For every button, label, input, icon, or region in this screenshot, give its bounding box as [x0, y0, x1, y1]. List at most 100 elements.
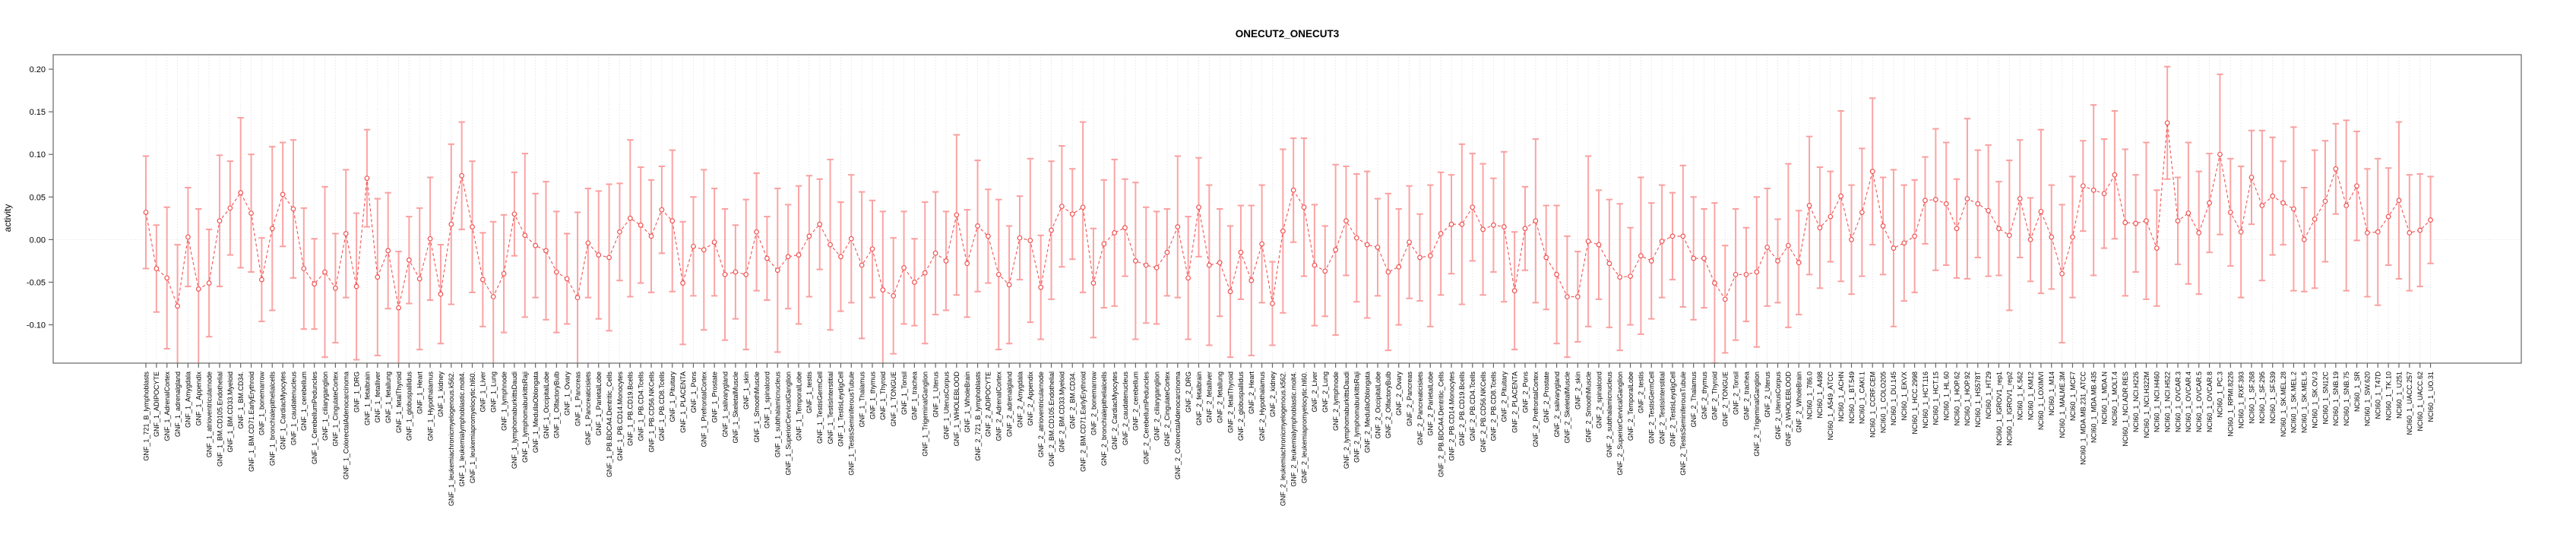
- x-tick-label: GNF_1_AdrenalCortex: [163, 372, 171, 441]
- data-point: [1923, 198, 1928, 204]
- x-tick-label: GNF_2_SmoothMuscle: [1584, 372, 1592, 443]
- data-point: [848, 236, 854, 242]
- x-tick-label: GNF_1_leukemialymphoblastic.molt4.: [458, 372, 466, 487]
- data-point: [1206, 262, 1212, 268]
- data-point: [2312, 217, 2318, 222]
- x-tick-label: GNF_2_BM.CD105.Endothelial: [1048, 372, 1055, 466]
- x-tick-label: GNF_1_globuspallidus: [406, 372, 413, 441]
- x-tick-label: GNF_1_PB.BDCA4.Dentritic_Cells: [606, 372, 613, 478]
- x-tick-label: NCI60_1_COLO205: [1879, 372, 1887, 433]
- x-axis: GNF_1_721_B_lymphoblasts GNF_1_ADIPOCYTE G…: [142, 363, 2435, 506]
- y-tick-label: 0.10: [30, 150, 46, 160]
- x-tick-label: GNF_1_Hypothalamus: [426, 372, 434, 441]
- data-point: [1459, 221, 1465, 227]
- data-point: [901, 264, 907, 270]
- x-tick-label: GNF_2_Heart: [1248, 372, 1255, 415]
- x-tick-label: GNF_1_thymus: [869, 372, 876, 420]
- x-tick-label: NCI60_1_SK.MEL.5: [2301, 372, 2309, 433]
- x-tick-label: GNF_2_TrigeminalGanglion: [1753, 372, 1761, 457]
- x-tick-label: GNF_1_lymphomaburkittsDaudi: [511, 372, 518, 469]
- x-tick-label: NCI60_1_IGROV1_rep2: [2006, 372, 2014, 446]
- x-tick-label: GNF_2_caudatenucleus: [1122, 372, 1129, 446]
- x-tick-label: NCI60_1_HL.60: [1943, 372, 1951, 421]
- x-tick-label: GNF_2_kidney: [1269, 372, 1277, 418]
- x-tick-label: GNF_2_OlfactoryBulb: [1385, 372, 1392, 438]
- x-tick-label: GNF_2_CardiacMyocytes: [1111, 372, 1119, 451]
- data-point: [1227, 289, 1233, 295]
- x-tick-label: GNF_1_trachea: [911, 372, 919, 420]
- data-point: [2396, 198, 2402, 204]
- data-point: [2070, 234, 2075, 240]
- x-tick-label: GNF_2_BM.CD33.Myeloid: [1059, 372, 1066, 453]
- data-point: [375, 274, 381, 280]
- x-tick-label: GNF_2_Tonsil: [1732, 372, 1739, 415]
- data-point: [470, 224, 475, 229]
- data-point: [1733, 271, 1739, 277]
- data-point: [1312, 262, 1318, 268]
- data-point: [206, 280, 212, 286]
- data-point: [364, 175, 370, 182]
- x-tick-label: GNF_1_BM.CD71.EarlyErythroid: [248, 372, 255, 472]
- data-point: [1932, 197, 1938, 203]
- data-point: [943, 258, 949, 264]
- data-point: [585, 240, 591, 246]
- x-tick-label: GNF_1_WHOLEBLOOD: [953, 372, 960, 447]
- data-point: [1470, 204, 1476, 210]
- x-tick-label: NCI60_1_SK.MEL.2: [2290, 372, 2298, 433]
- data-point: [1869, 169, 1875, 175]
- x-tick-label: NCI60_1_EKVX: [1900, 372, 1908, 421]
- x-tick-label: NCI60_1_HS578T: [1974, 372, 1982, 428]
- x-tick-label: GNF_1_cerebellum: [300, 372, 308, 431]
- x-tick-label: NCI60_1_IGROV1_rep1: [1995, 372, 2003, 446]
- data-point: [533, 242, 539, 248]
- x-tick-label: NCI60_1_UACC.62: [2416, 372, 2424, 432]
- data-point: [1806, 203, 1812, 208]
- y-tick-label: 0.15: [30, 108, 46, 117]
- data-point: [1764, 245, 1771, 250]
- x-tick-label: GNF_2_Hypothalamus: [1258, 372, 1266, 441]
- data-point: [501, 270, 507, 277]
- data-point: [2248, 175, 2255, 180]
- data-point: [1891, 245, 1897, 251]
- x-tick-label: GNF_1_ParietalLobe: [595, 372, 603, 436]
- data-point: [859, 262, 865, 268]
- data-point: [1838, 193, 1844, 199]
- x-tick-label: GNF_2_fetalThyroid: [1226, 372, 1234, 433]
- x-tick-label: GNF_1_TestisLeydigCell: [837, 372, 845, 447]
- chart-title: ONECUT2_ONECUT3: [1236, 28, 1340, 40]
- data-point: [1859, 210, 1865, 215]
- data-point: [2407, 230, 2413, 236]
- data-point: [1364, 242, 1370, 248]
- data-point: [2428, 217, 2433, 223]
- x-tick-label: GNF_1_bonemarrow: [258, 372, 266, 436]
- data-point: [1954, 226, 1960, 232]
- x-tick-label: GNF_1_CerebellumPeduncles: [311, 371, 318, 464]
- data-point: [2144, 218, 2149, 224]
- x-tick-label: GNF_2_subthalamicnucleus: [1606, 372, 1613, 458]
- x-tick-label: NCI60_1_NCI.H226: [2132, 372, 2140, 432]
- data-point: [912, 280, 917, 285]
- data-point: [1259, 241, 1265, 247]
- data-point: [2385, 213, 2391, 220]
- data-point: [1396, 264, 1402, 270]
- data-point: [1585, 239, 1591, 245]
- data-point: [1059, 204, 1065, 210]
- x-tick-label: NCI60_1_HCC.2998: [1911, 372, 1919, 435]
- x-tick-label: GNF_1_721_B_lymphoblasts: [142, 372, 150, 461]
- y-axis: 0.20 0.15 0.10 0.05 0.00 -0.05 -0.10: [27, 65, 53, 330]
- data-point: [353, 283, 359, 289]
- data-point: [1301, 204, 1307, 210]
- x-tick-label: GNF_2_PrefrontalCortex: [1532, 372, 1540, 447]
- data-point: [680, 280, 686, 286]
- y-tick-label: 0.20: [30, 65, 46, 74]
- x-tick-label: NCI60_1_M14: [2048, 372, 2055, 416]
- data-point: [2238, 229, 2244, 235]
- x-tick-label: GNF_2_MedullaOblongata: [1363, 372, 1371, 453]
- x-tick-label: GNF_1_subthalamicnucleus: [774, 372, 782, 458]
- x-tick-label: GNF_1_PLACENTA: [679, 372, 687, 433]
- x-tick-label: NCI60_1_A549_ATCC: [1827, 372, 1834, 441]
- data-point: [2322, 198, 2328, 204]
- data-point: [2101, 191, 2107, 197]
- x-tick-label: GNF_1_MedullaOblongata: [532, 372, 540, 453]
